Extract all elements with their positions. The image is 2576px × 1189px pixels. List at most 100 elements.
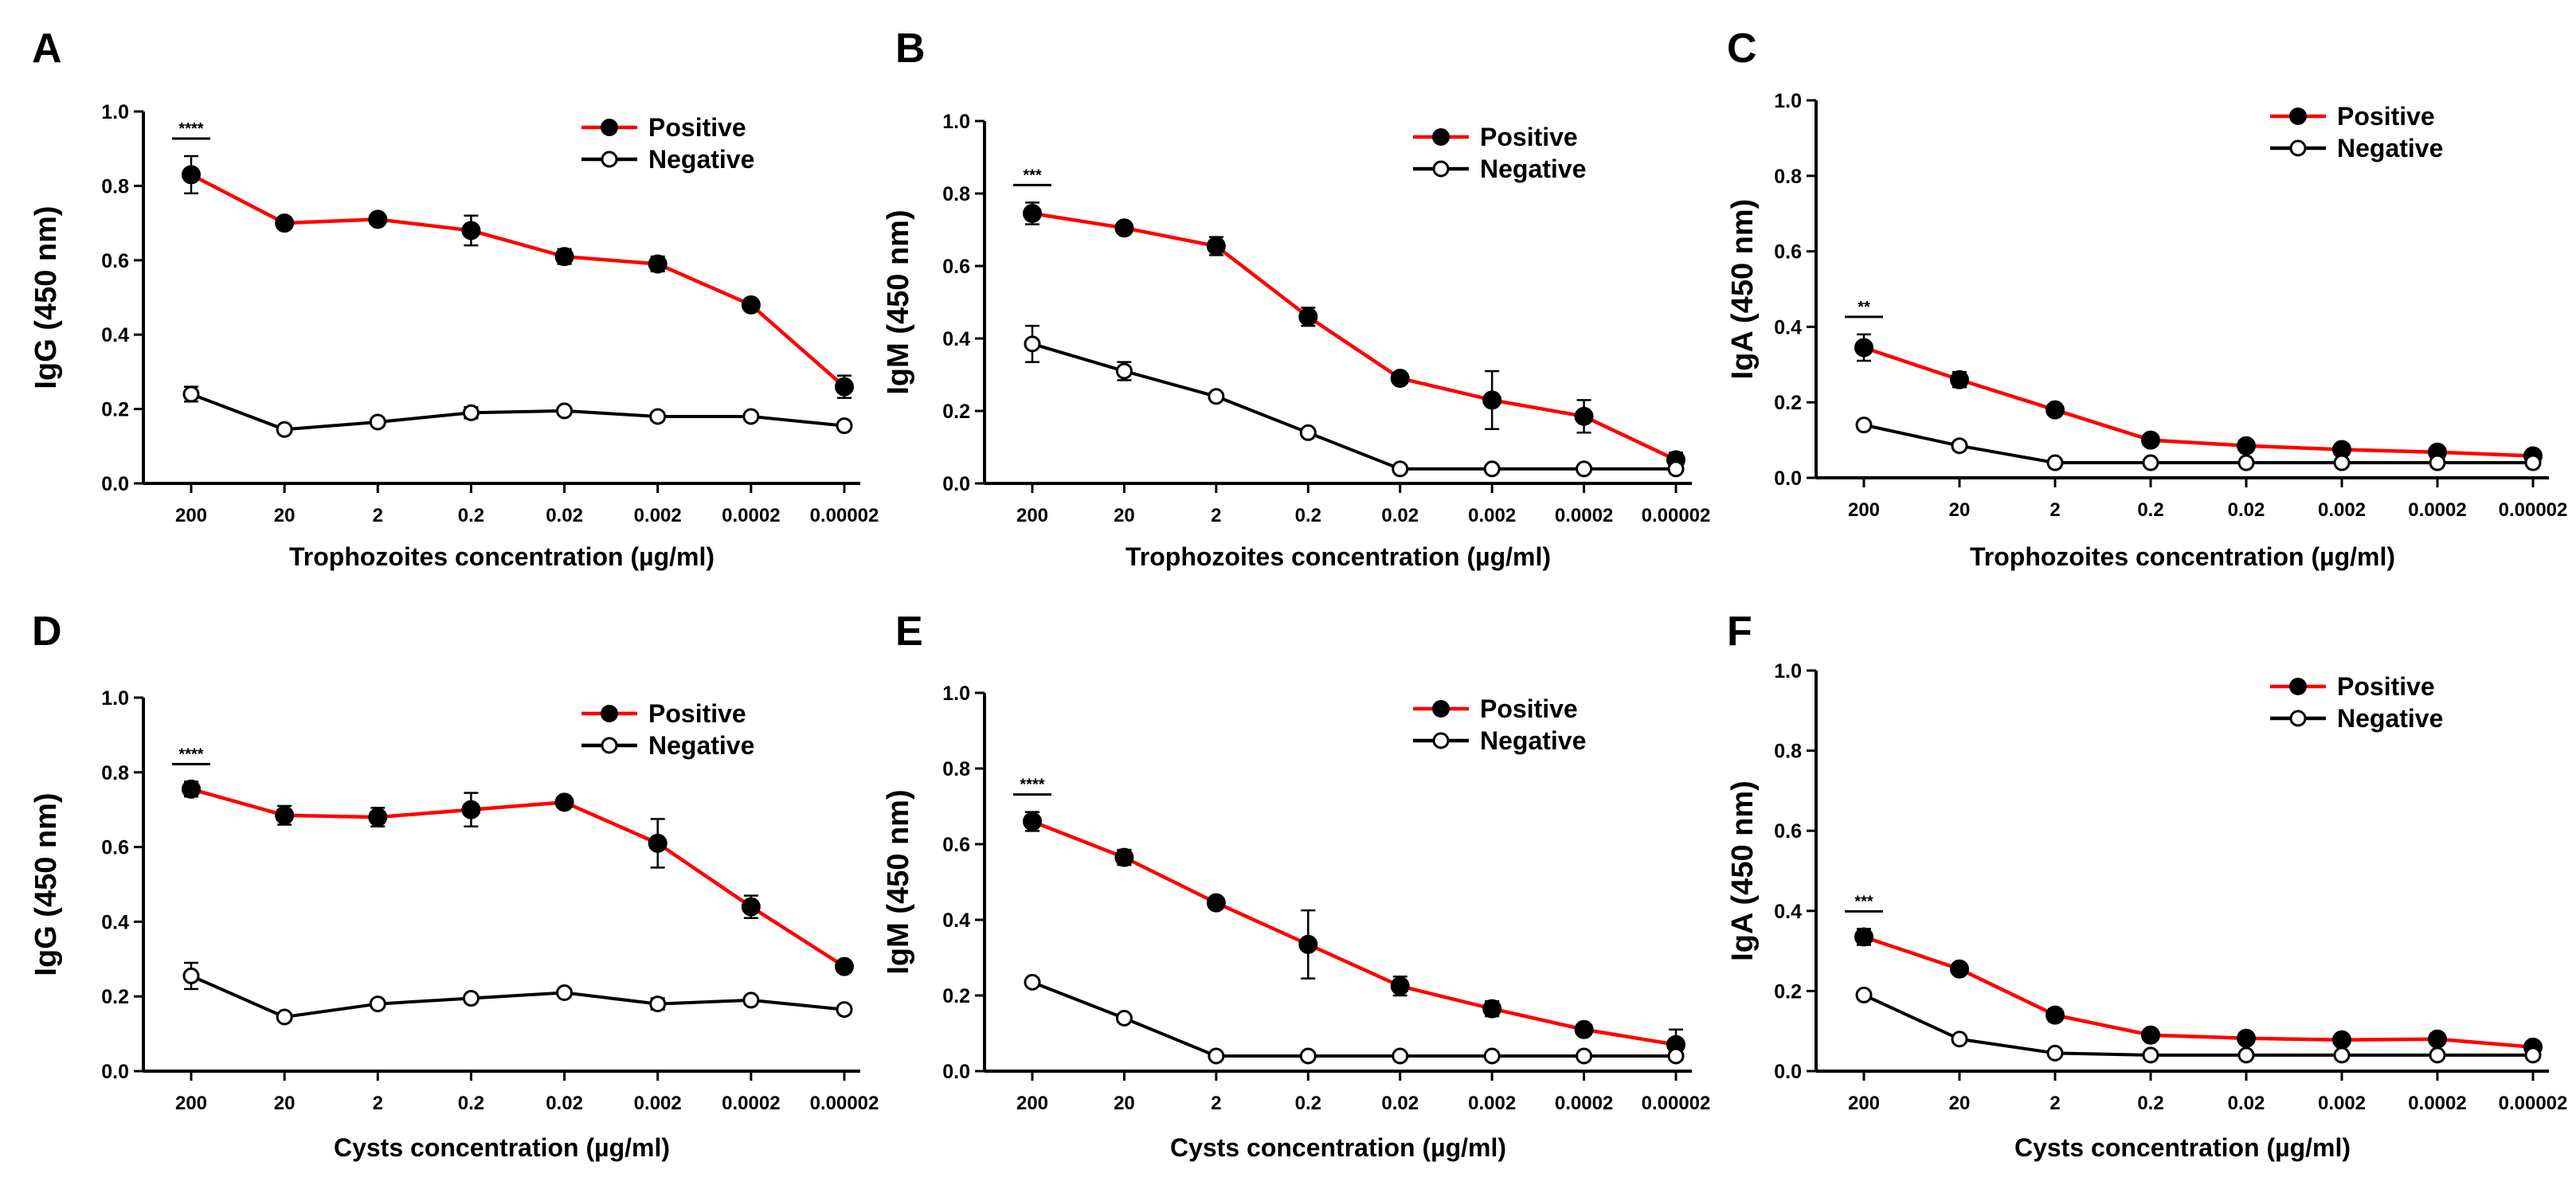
significance-stars: **** [1020, 776, 1044, 794]
series-line [1863, 346, 2534, 458]
data-point-positive [2332, 1030, 2351, 1050]
x-tick-label: 2 [1211, 505, 1221, 526]
data-point-positive [1950, 370, 1969, 389]
y-tick-label: 0.8 [942, 183, 970, 205]
x-tick-label: 0.0002 [2408, 499, 2466, 521]
data-point-negative [182, 967, 200, 984]
x-tick-label: 20 [274, 1093, 296, 1114]
data-point-negative [2142, 454, 2159, 471]
x-tick-label: 0.0002 [722, 505, 780, 526]
series-line [1863, 423, 2533, 465]
legend: Positive Negative [581, 699, 754, 760]
x-tick-label: 0.2 [2137, 499, 2163, 521]
data-point-negative [1024, 973, 1041, 991]
x-tick-label: 2 [2049, 499, 2060, 521]
x-tick-label: 0.002 [2318, 499, 2366, 521]
x-tick-label: 0.00002 [810, 1093, 879, 1114]
data-point-negative [742, 408, 760, 425]
data-point-negative [1855, 417, 1873, 434]
x-tick-label: 0.02 [1381, 1093, 1419, 1114]
data-point-positive [182, 165, 201, 185]
data-point-negative [742, 991, 760, 1009]
data-point-positive [275, 805, 295, 825]
y-tick-label: 0.4 [942, 909, 970, 932]
legend: Positive Negative [1413, 694, 1586, 755]
data-point-negative [556, 984, 574, 1002]
data-point-positive [1574, 1019, 1594, 1039]
panel-letter: F [1727, 608, 1752, 655]
y-tick-label: 1.0 [942, 111, 970, 133]
data-point-negative [1392, 460, 1409, 478]
data-point-negative [2429, 454, 2446, 471]
x-axis-label: Cysts concentration (µg/ml) [1170, 1133, 1506, 1162]
x-tick-label: 200 [1848, 499, 1880, 521]
x-tick-label: 0.2 [2137, 1093, 2163, 1114]
data-point-negative [182, 385, 200, 403]
data-point-negative [2046, 454, 2064, 471]
y-tick-label: 0.0 [1774, 467, 1802, 490]
y-tick-label: 1.0 [1774, 660, 1802, 683]
data-point-positive [741, 897, 761, 917]
x-axis-label: Trophozoites concentration (µg/ml) [289, 542, 714, 571]
y-tick-label: 0.0 [942, 1061, 970, 1083]
x-tick-label: 20 [1114, 505, 1135, 526]
data-point-positive [2141, 430, 2160, 450]
x-tick-label: 0.0002 [722, 1093, 780, 1114]
data-point-positive [461, 800, 481, 819]
data-point-negative [1208, 388, 1225, 405]
x-tick-label: 0.00002 [2499, 499, 2568, 521]
series-line [190, 974, 845, 1019]
data-point-negative [1483, 460, 1501, 478]
legend-marker-negative [1432, 160, 1450, 178]
x-tick-label: 0.02 [1381, 505, 1419, 526]
panel-a: A 0.0 0.2 0.4 0.6 0.8 1.0 200 20 2 0.2 0.02 0.002 0.0… [29, 25, 879, 571]
x-axis-label: Trophozoites concentration (µg/ml) [1126, 542, 1551, 571]
x-tick-label: 0.02 [2228, 499, 2265, 521]
y-tick-label: 0.8 [942, 758, 970, 780]
data-point-positive [461, 221, 481, 241]
data-point-positive [1206, 893, 1226, 913]
y-tick-label: 0.6 [942, 834, 970, 856]
legend-label-positive: Positive [2337, 102, 2435, 131]
series-positive [1023, 201, 1685, 470]
y-tick-label: 0.8 [101, 762, 129, 784]
data-point-negative [1951, 1031, 1968, 1048]
data-point-positive [1298, 934, 1318, 954]
data-point-negative [369, 995, 386, 1013]
data-point-negative [649, 408, 667, 425]
y-tick-label: 0.2 [101, 399, 129, 421]
y-tick-label: 0.6 [1774, 241, 1802, 264]
data-point-negative [2524, 454, 2542, 471]
data-point-negative [1299, 424, 1317, 441]
x-axis-label: Trophozoites concentration (µg/ml) [1970, 542, 2395, 571]
panel-b: B 0.0 0.2 0.4 0.6 0.8 1.0 200 20 2 0.2 0.02 0.002 0.0… [882, 25, 1710, 571]
x-tick-label: 0.002 [634, 505, 682, 526]
x-tick-label: 2 [373, 1093, 383, 1114]
series-line [190, 173, 846, 389]
legend-marker-positive [1432, 128, 1450, 146]
data-point-positive [1114, 218, 1134, 238]
y-tick-label: 0.2 [1774, 392, 1802, 414]
data-point-positive [835, 956, 854, 976]
x-tick-label: 2 [373, 505, 383, 526]
x-tick-label: 0.00002 [2499, 1093, 2568, 1114]
series-line [1032, 980, 1676, 1058]
data-point-positive [648, 254, 667, 274]
series-line [1863, 935, 2534, 1050]
data-point-negative [1667, 460, 1685, 478]
x-tick-label: 20 [1949, 499, 1971, 521]
data-point-positive [1206, 236, 1226, 256]
x-tick-label: 0.2 [1295, 505, 1321, 526]
data-point-negative [1576, 1047, 1593, 1065]
data-point-negative [276, 1008, 293, 1026]
legend-label-positive: Positive [648, 113, 746, 142]
data-point-positive [1023, 812, 1042, 831]
y-tick-label: 0.6 [942, 256, 970, 278]
y-tick-label: 0.4 [1774, 901, 1802, 923]
data-point-positive [648, 833, 667, 853]
legend-marker-negative [601, 151, 618, 168]
data-point-positive [554, 792, 574, 812]
x-tick-label: 0.2 [458, 505, 484, 526]
series-negative [182, 961, 853, 1026]
data-point-positive [2237, 1028, 2256, 1048]
